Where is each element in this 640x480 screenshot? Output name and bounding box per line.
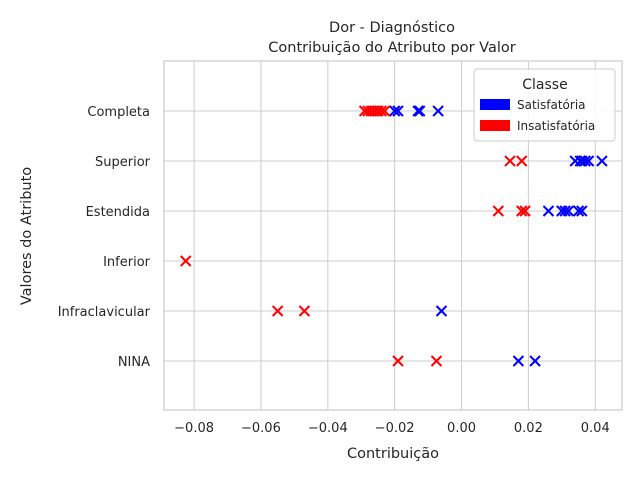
grid <box>164 61 622 410</box>
marker-satisfatoria <box>388 105 401 117</box>
y-tick-label: Inferior <box>103 255 151 270</box>
marker-insatisfatoria <box>392 355 404 367</box>
marker-satisfatoria <box>582 155 595 167</box>
marker-satisfatoria <box>435 305 448 317</box>
marker-insatisfatoria <box>519 205 531 217</box>
marker-satisfatoria <box>512 355 525 367</box>
y-tick-label: Infraclavicular <box>58 305 151 320</box>
legend-swatch-insatisfatoria <box>480 120 510 131</box>
marker-insatisfatoria <box>430 355 443 367</box>
x-tick-label: 0.02 <box>514 421 543 436</box>
x-axis-tick-labels: −0.08 −0.06 −0.04 −0.02 0.00 0.02 0.04 <box>174 421 610 436</box>
legend-label-satisfatoria: Satisfatória <box>517 98 586 112</box>
marker-satisfatoria <box>579 155 591 167</box>
x-tick-label: −0.08 <box>174 421 214 436</box>
y-tick-label: Estendida <box>86 205 150 220</box>
marker-satisfatoria <box>412 105 424 117</box>
data-markers <box>180 105 608 367</box>
marker-satisfatoria <box>572 205 585 217</box>
y-tick-label: Completa <box>87 105 150 120</box>
marker-insatisfatoria <box>516 155 528 167</box>
marker-satisfatoria <box>596 155 608 167</box>
marker-insatisfatoria <box>375 105 388 117</box>
marker-insatisfatoria <box>516 205 528 217</box>
marker-satisfatoria <box>559 205 571 217</box>
x-tick-label: 0.04 <box>581 421 610 436</box>
marker-insatisfatoria <box>271 305 284 317</box>
y-axis-title: Valores do Atributo <box>19 167 35 305</box>
x-tick-label: −0.06 <box>241 421 281 436</box>
marker-satisfatoria <box>432 105 444 117</box>
marker-insatisfatoria <box>504 155 516 167</box>
x-tick-label: −0.02 <box>375 421 415 436</box>
x-axis-title: Contribuição <box>347 446 439 462</box>
chart-subtitle: Contribuição do Atributo por Valor <box>268 40 515 56</box>
legend-title: Classe <box>522 77 567 93</box>
y-axis-tick-labels: Completa Superior Estendida Inferior Infracl… <box>58 105 151 370</box>
legend-swatch-satisfatoria <box>480 99 510 110</box>
x-tick-label: 0.00 <box>447 421 476 436</box>
x-tick-label: −0.04 <box>308 421 348 436</box>
y-tick-label: NINA <box>118 355 150 370</box>
marker-insatisfatoria <box>492 205 505 217</box>
y-tick-label: Superior <box>95 155 151 170</box>
marker-satisfatoria <box>414 105 426 117</box>
marker-insatisfatoria <box>180 255 192 267</box>
legend: Classe Satisfatória Insatisfatória <box>473 68 616 142</box>
marker-satisfatoria <box>529 355 541 367</box>
plot-area-frame <box>163 60 623 411</box>
chart-title: Dor - Diagnóstico <box>329 20 455 36</box>
marker-insatisfatoria <box>378 105 391 117</box>
legend-label-insatisfatoria: Insatisfatória <box>517 119 595 133</box>
marker-satisfatoria <box>542 205 555 217</box>
marker-insatisfatoria <box>298 305 311 317</box>
marker-satisfatoria <box>576 205 588 217</box>
marker-satisfatoria <box>574 155 586 167</box>
marker-satisfatoria <box>392 105 404 117</box>
marker-satisfatoria <box>562 205 575 217</box>
